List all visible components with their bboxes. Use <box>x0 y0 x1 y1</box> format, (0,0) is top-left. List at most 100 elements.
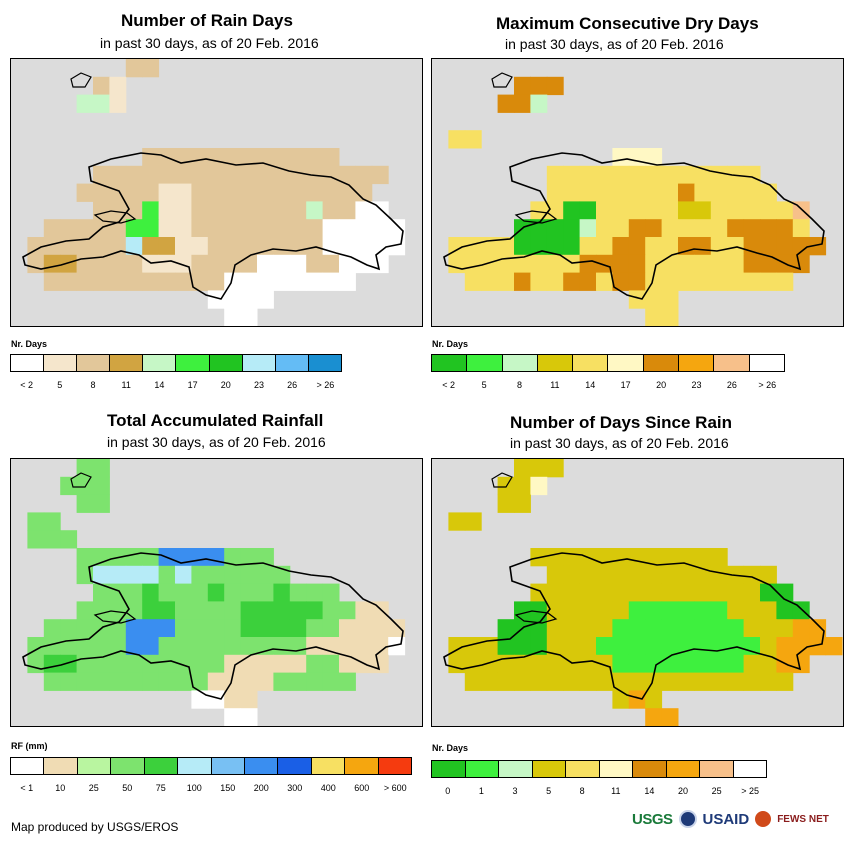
grid-cell <box>514 254 531 274</box>
grid-cell <box>464 637 482 656</box>
grid-cell <box>727 601 745 620</box>
usaid-logo[interactable]: USAID <box>702 810 750 828</box>
legend-swatch <box>532 761 566 777</box>
grid-cell <box>645 148 663 167</box>
fews-net-logo[interactable]: FEWS NET <box>777 813 829 825</box>
grid-cell <box>645 619 663 638</box>
legend-tick-label: 14 <box>585 380 596 390</box>
grid-cell <box>678 583 695 602</box>
grid-cell <box>678 272 695 291</box>
grid-cell <box>240 201 258 220</box>
legend-tick-label: 23 <box>691 380 702 390</box>
grid-cell <box>240 165 258 185</box>
grid-cell <box>497 272 515 291</box>
legend-tick-label: 17 <box>187 380 198 390</box>
grid-cell <box>93 494 110 513</box>
grid-cell <box>93 254 110 274</box>
grid-cell <box>207 219 225 238</box>
grid-cell <box>240 672 258 691</box>
grid-cell <box>175 619 192 638</box>
grid-cell <box>388 619 406 638</box>
legend-tick-label: 25 <box>88 783 99 793</box>
grid-cell <box>93 583 110 602</box>
grid-cell <box>563 548 581 567</box>
legend-swatch <box>714 355 750 371</box>
grid-cell <box>497 637 515 656</box>
grid-cell <box>273 254 291 274</box>
grid-cell <box>93 601 110 620</box>
grid-cell <box>158 565 176 585</box>
grid-cell <box>109 76 127 96</box>
grid-cell <box>563 654 581 674</box>
grid-cell <box>579 254 597 274</box>
grid-cell <box>645 237 663 256</box>
grid-cell <box>339 672 356 691</box>
grid-cell <box>514 272 531 291</box>
grid-cell <box>125 637 143 656</box>
map-total-rainfall[interactable] <box>10 458 423 727</box>
grid-cell <box>158 254 176 274</box>
grid-cell <box>322 148 340 167</box>
grid-cell <box>27 512 45 531</box>
grid-cell <box>191 654 209 674</box>
map-dry-days[interactable] <box>431 58 844 327</box>
map-credit: Map produced by USGS/EROS <box>11 820 179 834</box>
legend-bar-total-rainfall <box>10 757 412 775</box>
grid-cell <box>497 94 515 113</box>
grid-cell <box>27 237 45 256</box>
legend-swatch <box>242 355 276 371</box>
map-days-since-rain[interactable] <box>431 458 844 727</box>
grid-cell <box>339 237 356 256</box>
grid-cell <box>628 672 646 691</box>
map-rain-days[interactable] <box>10 58 423 327</box>
grid-cell <box>240 548 258 567</box>
legend-swatch <box>733 761 766 777</box>
legend-swatch <box>633 761 667 777</box>
logo-strip: USGS USAID FEWS NET <box>632 806 846 832</box>
grid-cell <box>661 201 679 220</box>
grid-cell <box>546 565 564 585</box>
legend-swatch <box>44 758 78 774</box>
grid-cell <box>596 272 613 291</box>
grid-cell <box>760 672 777 691</box>
grid-cell <box>43 619 61 638</box>
grid-cell <box>224 254 242 274</box>
grid-cell <box>109 165 127 185</box>
legend-swatch <box>308 355 341 371</box>
grid-cell <box>175 672 192 691</box>
grid-cell <box>760 201 777 220</box>
grid-cell <box>694 619 712 638</box>
grid-cell <box>596 672 613 691</box>
grid-cell <box>612 201 630 220</box>
grid-cell <box>514 601 531 620</box>
grid-cell <box>191 183 209 202</box>
grid-cell <box>142 672 160 691</box>
grid-cell <box>678 672 695 691</box>
fews-net-icon <box>755 811 772 827</box>
grid-cell <box>306 272 324 291</box>
lake-outline <box>514 610 558 624</box>
grid-cell <box>612 654 630 674</box>
grid-cell <box>76 672 94 691</box>
grid-cell <box>694 254 712 274</box>
grid-cell <box>514 459 531 478</box>
grid-cell <box>776 601 794 620</box>
grid-cell <box>224 308 242 326</box>
grid-cell <box>60 476 78 496</box>
grid-cell <box>27 654 45 674</box>
grid-cell <box>661 565 679 585</box>
grid-cell <box>158 654 176 674</box>
grid-cell <box>224 548 242 567</box>
usgs-logo[interactable]: USGS <box>632 810 673 828</box>
grid-cell <box>175 219 192 238</box>
grid-cell <box>710 254 728 274</box>
grid-cell <box>322 601 340 620</box>
grid-cell <box>240 601 258 620</box>
grid-cell <box>546 219 564 238</box>
grid-cell <box>596 637 613 656</box>
grid-cell <box>289 637 307 656</box>
grid-cell <box>579 183 597 202</box>
grid-cell <box>207 272 225 291</box>
legend-swatch <box>608 355 644 371</box>
grid-cell <box>240 148 258 167</box>
